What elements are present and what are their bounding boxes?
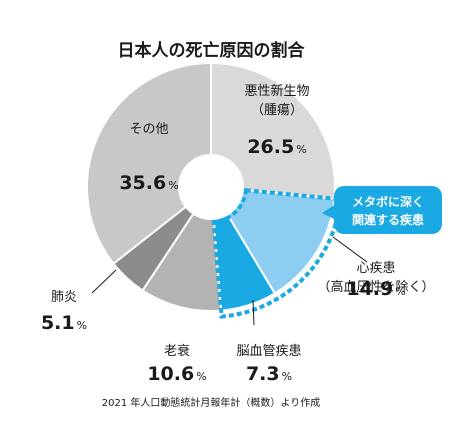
slice-label-1: （高血圧性を除く） bbox=[317, 279, 434, 295]
slice-label-0: （腫瘍） bbox=[251, 102, 303, 118]
donut-hole bbox=[178, 154, 244, 220]
callout-text: メタボに深く bbox=[352, 194, 424, 209]
slice-label-2: 脳血管疾患 bbox=[236, 344, 301, 359]
leader-line-2 bbox=[252, 299, 255, 326]
slice-value-5: 35.6% bbox=[119, 172, 178, 194]
slice-label-5: その他 bbox=[129, 122, 168, 137]
highlight-dashed-border bbox=[211, 188, 343, 319]
slice-label-1: 心疾患 bbox=[356, 261, 395, 276]
callout-pointer bbox=[322, 204, 336, 220]
source-note: 2021 年人口動態統計月報年計（概数）より作成 bbox=[102, 396, 320, 409]
slice-0 bbox=[210, 61, 336, 200]
leader-line-4 bbox=[91, 269, 117, 294]
chart-title: 日本人の死亡原因の割合 bbox=[118, 40, 306, 61]
slice-value-0: 26.5% bbox=[247, 136, 306, 158]
leader-lines bbox=[91, 236, 368, 326]
callout-text: 関連する疾患 bbox=[352, 212, 424, 227]
slice-label-3: 老衰 bbox=[164, 343, 190, 359]
highlight-outline bbox=[211, 188, 343, 319]
slice-label-4: 肺炎 bbox=[51, 290, 77, 305]
slice-value-1: 14.9% bbox=[346, 278, 405, 300]
slice-5 bbox=[86, 61, 212, 266]
slice-value-2: 7.3% bbox=[246, 363, 292, 385]
slice-value-3: 10.6% bbox=[147, 363, 206, 385]
slice-label-0: 悪性新生物 bbox=[244, 83, 309, 99]
leader-line-1 bbox=[332, 236, 368, 263]
callout-box bbox=[334, 186, 442, 234]
slice-labels: 悪性新生物 （腫瘍） 26.5 % 心疾患 （高血圧性を除く）14.9 % 脳血管疾患 7.3%… bbox=[41, 83, 435, 385]
slice-value-4: 5.1% bbox=[41, 312, 87, 334]
